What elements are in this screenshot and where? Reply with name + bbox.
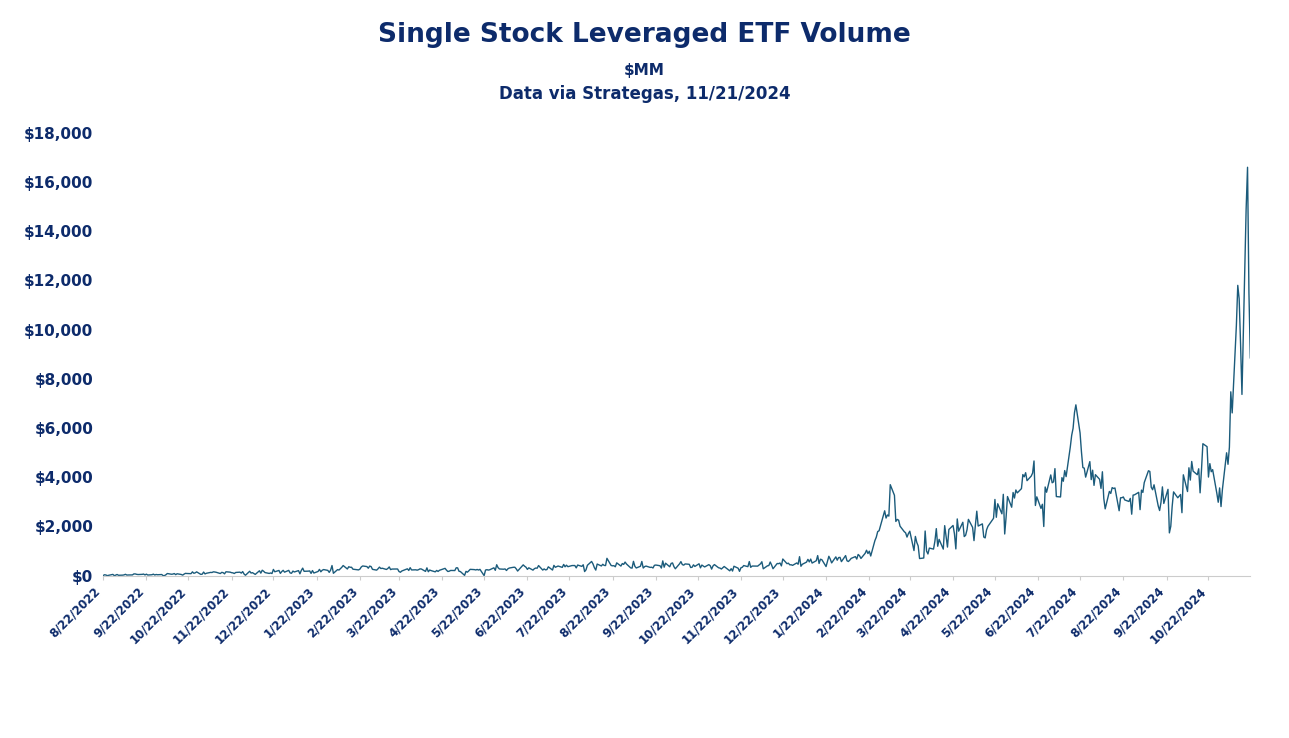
Text: $MM: $MM — [624, 63, 665, 77]
Text: Single Stock Leveraged ETF Volume: Single Stock Leveraged ETF Volume — [378, 22, 911, 48]
Text: Data via Strategas, 11/21/2024: Data via Strategas, 11/21/2024 — [499, 85, 790, 103]
